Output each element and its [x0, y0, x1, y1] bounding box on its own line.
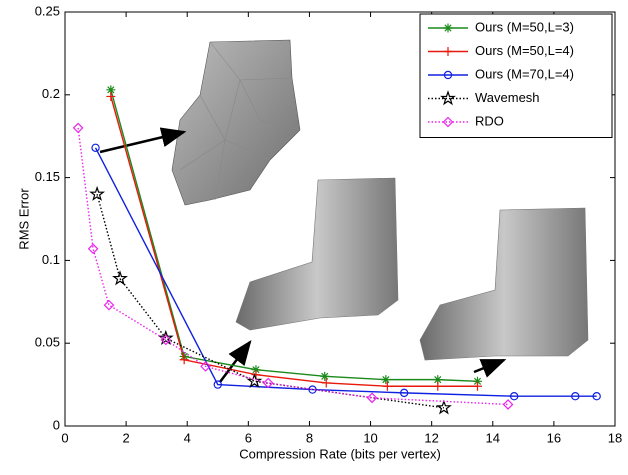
x-tick-label: 14: [486, 430, 500, 445]
marker: [444, 24, 453, 33]
x-tick-label: 6: [245, 430, 252, 445]
marker: [381, 375, 390, 384]
legend-label: RDO: [475, 113, 504, 128]
x-axis-label: Compression Rate (bits per vertex): [239, 446, 441, 461]
y-tick-label: 0.15: [35, 169, 60, 184]
marker: [320, 372, 329, 381]
legend-label: Wavemesh: [475, 90, 540, 105]
y-axis-label: RMS Error: [16, 188, 31, 250]
x-tick-label: 2: [122, 430, 129, 445]
x-tick-label: 18: [608, 430, 622, 445]
x-tick-label: 10: [363, 430, 377, 445]
y-tick-label: 0.25: [35, 3, 60, 18]
y-tick-label: 0.05: [35, 335, 60, 350]
x-tick-label: 8: [306, 430, 313, 445]
x-tick-label: 0: [61, 430, 68, 445]
chart: Compression Rate (bits per vertex) RMS E…: [0, 0, 628, 470]
y-tick-label: 0.2: [42, 86, 60, 101]
x-tick-label: 12: [424, 430, 438, 445]
legend-label: Ours (M=50,L=4): [475, 43, 574, 58]
legend-label: Ours (M=50,L=3): [475, 19, 574, 34]
y-tick-label: 0: [53, 417, 60, 432]
y-tick-label: 0.1: [42, 252, 60, 267]
legend-label: Ours (M=70,L=4): [475, 66, 574, 81]
x-tick-label: 4: [184, 430, 191, 445]
x-tick-label: 16: [547, 430, 561, 445]
